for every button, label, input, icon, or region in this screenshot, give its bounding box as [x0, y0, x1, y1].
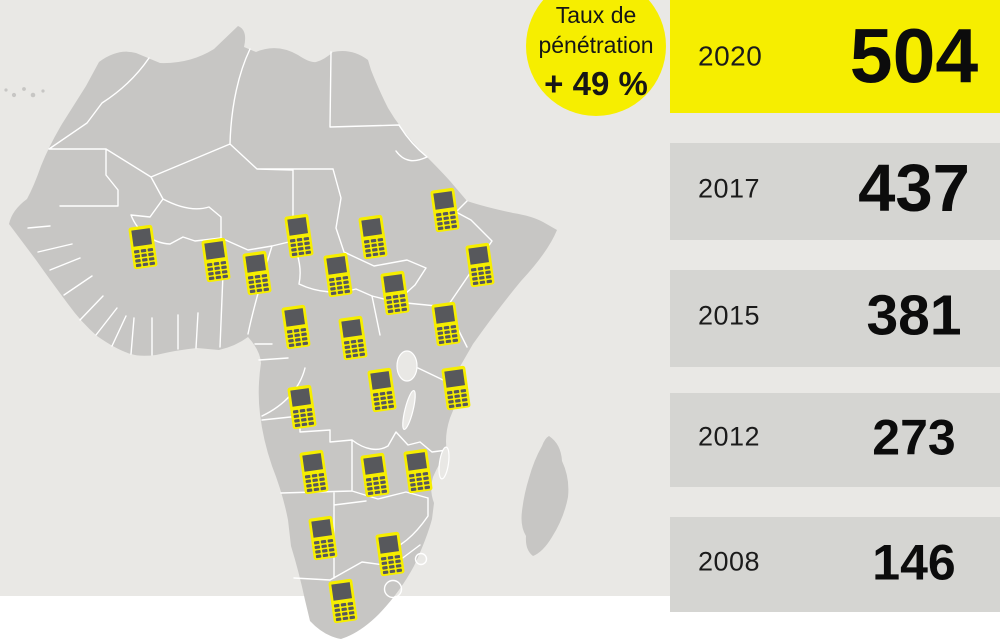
- africa-map: [4, 26, 569, 639]
- value-label: 437: [858, 150, 970, 226]
- eswatini-enclave: [414, 552, 428, 566]
- badge-line-1: Taux de: [555, 2, 637, 29]
- islands: [4, 87, 45, 98]
- value-label: 504: [849, 13, 979, 99]
- lakes: [396, 350, 450, 480]
- value-label: 273: [872, 409, 956, 466]
- madagascar-island: [521, 436, 569, 556]
- lesotho-enclave: [383, 579, 403, 599]
- stat-row-2012: 2012 273: [670, 393, 1000, 487]
- stat-row-2020: 2020 504: [670, 0, 1000, 113]
- year-label: 2012: [698, 421, 761, 452]
- year-label: 2015: [698, 299, 761, 330]
- penetration-badge: Taux de pénétration + 49 %: [526, 0, 666, 116]
- stat-row-2015: 2015 381: [670, 270, 1000, 367]
- year-label: 2020: [698, 39, 763, 71]
- badge-growth-value: + 49 %: [544, 65, 648, 102]
- stat-row-2008: 2008 146: [670, 517, 1000, 612]
- stat-row-2017: 2017 437: [670, 143, 1000, 240]
- value-label: 381: [866, 283, 962, 348]
- enclave-borders: [383, 552, 428, 599]
- country-borders: [27, 48, 493, 581]
- year-label: 2017: [698, 172, 761, 203]
- badge-line-2: pénétration: [538, 32, 654, 59]
- year-label: 2008: [698, 545, 761, 576]
- value-label: 146: [872, 534, 956, 590]
